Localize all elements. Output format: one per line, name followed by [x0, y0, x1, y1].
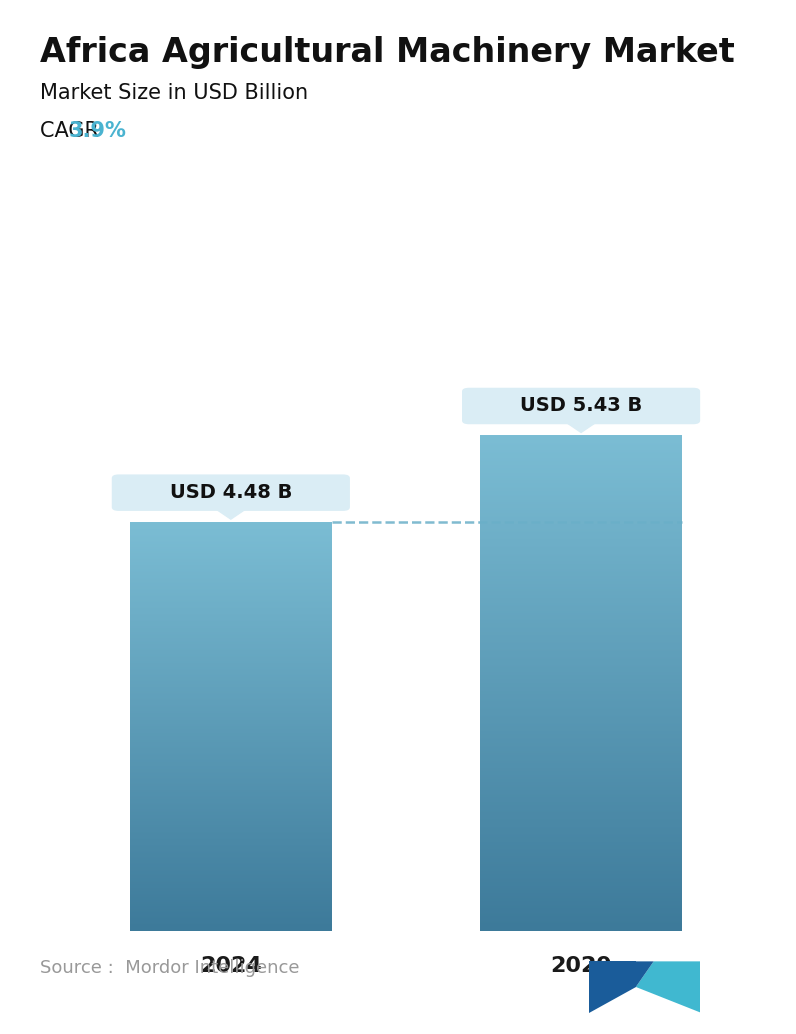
Polygon shape — [564, 421, 599, 432]
Text: USD 4.48 B: USD 4.48 B — [170, 483, 292, 503]
Text: CAGR: CAGR — [40, 121, 105, 141]
Text: Africa Agricultural Machinery Market: Africa Agricultural Machinery Market — [40, 36, 735, 69]
FancyBboxPatch shape — [111, 475, 350, 511]
Polygon shape — [636, 962, 700, 1012]
Text: USD 5.43 B: USD 5.43 B — [520, 396, 642, 416]
Polygon shape — [213, 508, 248, 519]
Polygon shape — [589, 962, 636, 1012]
FancyBboxPatch shape — [462, 388, 700, 424]
Text: Source :  Mordor Intelligence: Source : Mordor Intelligence — [40, 960, 299, 977]
Text: 3.9%: 3.9% — [68, 121, 127, 141]
Polygon shape — [636, 962, 654, 986]
Text: Market Size in USD Billion: Market Size in USD Billion — [40, 83, 308, 102]
